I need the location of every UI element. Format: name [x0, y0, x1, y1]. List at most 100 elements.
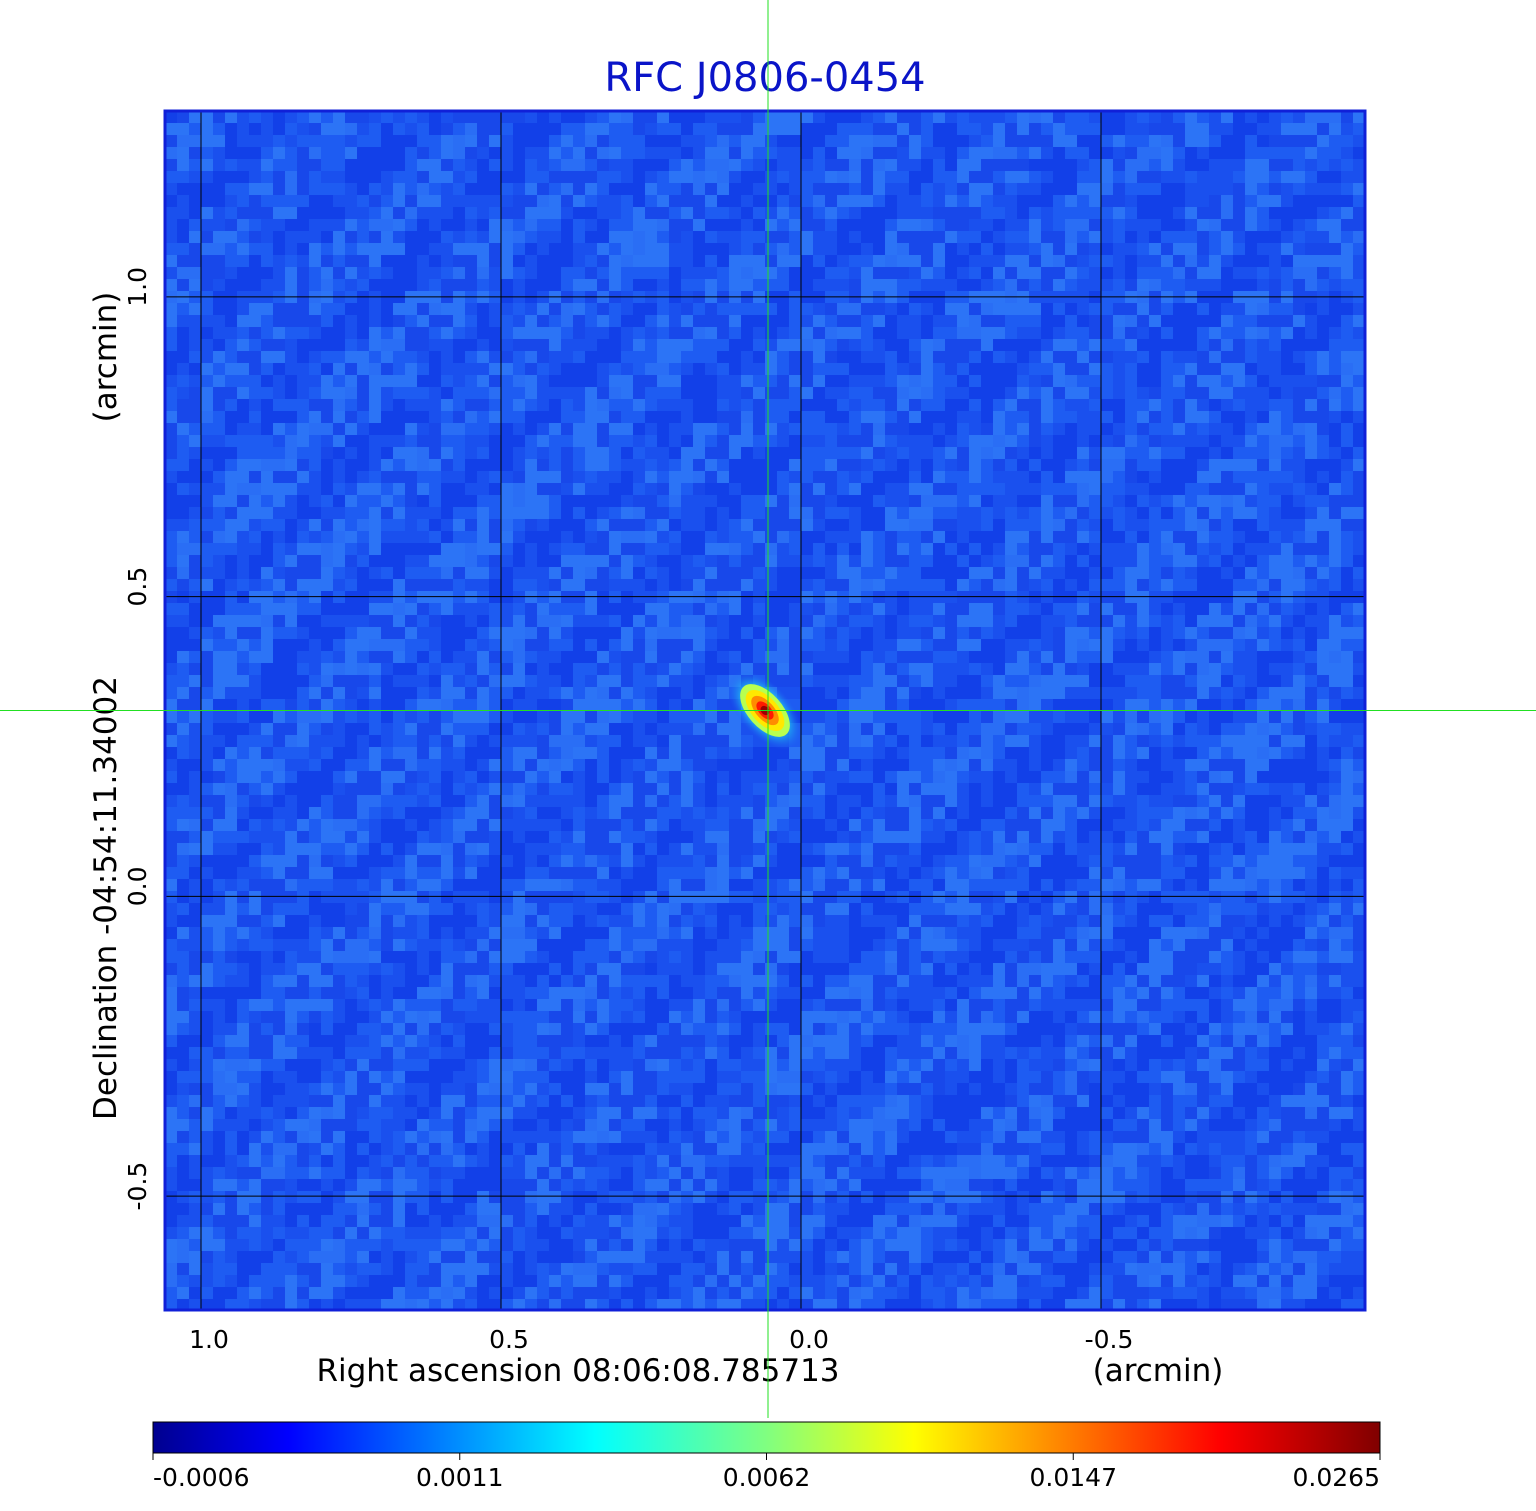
noise-pixel: [573, 579, 585, 591]
noise-pixel: [669, 255, 681, 267]
noise-pixel: [825, 411, 837, 423]
noise-pixel: [1317, 315, 1329, 327]
noise-pixel: [309, 807, 321, 819]
noise-pixel: [297, 627, 309, 639]
noise-pixel: [525, 315, 537, 327]
noise-pixel: [381, 471, 393, 483]
noise-pixel: [525, 723, 537, 735]
noise-pixel: [933, 711, 945, 723]
noise-pixel: [1065, 471, 1077, 483]
noise-pixel: [261, 651, 273, 663]
noise-pixel: [465, 603, 477, 615]
noise-pixel: [597, 135, 609, 147]
noise-pixel: [1269, 195, 1281, 207]
noise-pixel: [1209, 771, 1221, 783]
noise-pixel: [861, 147, 873, 159]
noise-pixel: [693, 111, 705, 123]
noise-pixel: [777, 159, 789, 171]
noise-pixel: [1341, 771, 1353, 783]
noise-pixel: [897, 855, 909, 867]
noise-pixel: [909, 687, 921, 699]
noise-pixel: [297, 543, 309, 555]
noise-pixel: [1317, 855, 1329, 867]
noise-pixel: [1233, 411, 1245, 423]
noise-pixel: [261, 159, 273, 171]
noise-pixel: [885, 831, 897, 843]
noise-pixel: [957, 843, 969, 855]
noise-pixel: [1341, 219, 1353, 231]
noise-pixel: [1041, 519, 1053, 531]
noise-pixel: [561, 375, 573, 387]
noise-pixel: [1221, 387, 1233, 399]
noise-pixel: [849, 495, 861, 507]
noise-pixel: [357, 855, 369, 867]
noise-pixel: [585, 231, 597, 243]
noise-pixel: [1353, 531, 1365, 543]
noise-pixel: [213, 171, 225, 183]
noise-pixel: [585, 627, 597, 639]
noise-pixel: [261, 459, 273, 471]
noise-pixel: [837, 495, 849, 507]
noise-pixel: [357, 387, 369, 399]
noise-pixel: [801, 519, 813, 531]
noise-pixel: [825, 183, 837, 195]
noise-pixel: [549, 879, 561, 891]
noise-pixel: [189, 363, 201, 375]
noise-pixel: [489, 843, 501, 855]
noise-pixel: [285, 375, 297, 387]
noise-pixel: [1089, 279, 1101, 291]
noise-pixel: [309, 339, 321, 351]
noise-pixel: [1005, 351, 1017, 363]
noise-pixel: [1029, 435, 1041, 447]
noise-pixel: [381, 855, 393, 867]
noise-pixel: [1185, 519, 1197, 531]
noise-pixel: [993, 855, 1005, 867]
noise-pixel: [765, 315, 777, 327]
noise-pixel: [1173, 555, 1185, 567]
noise-pixel: [1257, 351, 1269, 363]
noise-pixel: [597, 375, 609, 387]
noise-pixel: [537, 123, 549, 135]
noise-pixel: [465, 867, 477, 879]
noise-pixel: [621, 879, 633, 891]
noise-pixel: [201, 123, 213, 135]
noise-pixel: [957, 615, 969, 627]
noise-pixel: [1005, 279, 1017, 291]
noise-pixel: [1281, 639, 1293, 651]
noise-pixel: [1317, 171, 1329, 183]
noise-pixel: [177, 135, 189, 147]
noise-pixel: [1269, 579, 1281, 591]
noise-pixel: [465, 663, 477, 675]
noise-pixel: [1197, 159, 1209, 171]
noise-pixel: [1005, 435, 1017, 447]
noise-pixel: [1209, 759, 1221, 771]
noise-pixel: [1281, 387, 1293, 399]
noise-pixel: [897, 399, 909, 411]
noise-pixel: [1197, 459, 1209, 471]
noise-pixel: [645, 231, 657, 243]
noise-pixel: [177, 399, 189, 411]
noise-pixel: [897, 627, 909, 639]
noise-pixel: [1305, 627, 1317, 639]
noise-pixel: [1185, 795, 1197, 807]
noise-pixel: [1053, 135, 1065, 147]
noise-pixel: [1089, 243, 1101, 255]
noise-pixel: [705, 399, 717, 411]
noise-pixel: [549, 267, 561, 279]
noise-pixel: [849, 171, 861, 183]
noise-pixel: [957, 351, 969, 363]
noise-pixel: [1293, 207, 1305, 219]
noise-pixel: [321, 711, 333, 723]
noise-pixel: [525, 567, 537, 579]
noise-pixel: [537, 243, 549, 255]
noise-pixel: [309, 579, 321, 591]
noise-pixel: [909, 219, 921, 231]
noise-pixel: [297, 315, 309, 327]
noise-pixel: [873, 171, 885, 183]
noise-pixel: [885, 819, 897, 831]
noise-pixel: [561, 423, 573, 435]
noise-pixel: [405, 375, 417, 387]
noise-pixel: [1089, 543, 1101, 555]
noise-pixel: [1089, 795, 1101, 807]
noise-pixel: [657, 531, 669, 543]
